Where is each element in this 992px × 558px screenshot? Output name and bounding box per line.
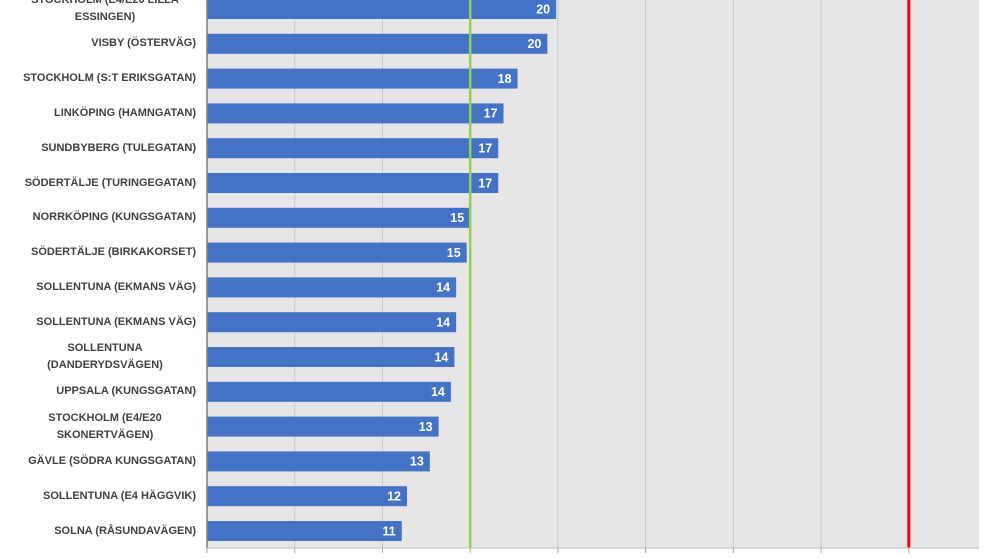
y-tick-label: NORRKÖPING (KUNGSGATAN) [8, 201, 196, 235]
y-tick-label: SÖDERTÄLJE (BIRKAKORSET) [8, 236, 196, 270]
y-tick-label: VISBY (ÖSTERVÄG) [8, 27, 196, 61]
y-tick-label: LINKÖPING (HAMNGATAN) [8, 96, 196, 130]
value-label: 20 [527, 37, 541, 51]
category-text: SÖDERTÄLJE (TURINGEGATAN) [24, 176, 196, 189]
value-label: 15 [447, 246, 461, 260]
y-tick-label: STOCKHOLM (E4/E20 SKONERTVÄGEN) [8, 410, 196, 444]
bar [207, 521, 402, 541]
bar [207, 312, 457, 333]
bar [207, 207, 471, 228]
category-text: UPPSALA (KUNGSGATAN) [56, 385, 196, 398]
bar [207, 381, 451, 402]
bar [207, 103, 504, 124]
value-label: 13 [419, 420, 433, 434]
bar [207, 0, 557, 19]
bar [207, 138, 499, 159]
value-label: 17 [484, 107, 498, 121]
bar [207, 33, 548, 54]
bar [207, 277, 457, 298]
value-label: 13 [410, 455, 424, 469]
category-text: GÄVLE (SÖDRA KUNGSGATAN) [28, 454, 196, 467]
value-label: 14 [431, 385, 445, 399]
category-text: NORRKÖPING (KUNGSGATAN) [32, 211, 196, 224]
bar [207, 242, 467, 263]
category-text: STOCKHOLM (E4/E20 LILLA ESSINGEN) [31, 0, 179, 23]
value-label: 14 [434, 350, 448, 364]
y-tick-label: STOCKHOLM (E4/E20 LILLA ESSINGEN) [8, 0, 196, 26]
y-tick-label: UPPSALA (KUNGSGATAN) [8, 375, 196, 409]
y-tick-label: GÄVLE (SÖDRA KUNGSGATAN) [8, 444, 196, 478]
category-text: SÖDERTÄLJE (BIRKAKORSET) [30, 246, 196, 259]
value-label: 12 [387, 489, 401, 503]
value-label: 14 [436, 315, 450, 329]
y-tick-label: SÖDERTÄLJE (TURINGEGATAN) [8, 166, 196, 200]
category-text: LINKÖPING (HAMNGATAN) [54, 106, 196, 119]
value-label: 15 [450, 211, 464, 225]
category-text: STOCKHOLM (S:T ERIKSGATAN) [23, 72, 196, 85]
bar [207, 451, 430, 472]
y-tick-label: SOLLENTUNA (E4 HÄGGVIK) [8, 479, 196, 513]
y-tick-label: STOCKHOLM (S:T ERIKSGATAN) [8, 62, 196, 96]
bar [207, 347, 455, 367]
category-text: VISBY (ÖSTERVÄG) [91, 37, 196, 50]
bar [207, 173, 499, 193]
bar [207, 486, 408, 507]
category-text: SOLLENTUNA (DANDERYDSVÄGEN) [47, 342, 163, 371]
value-label: 11 [383, 524, 396, 538]
y-tick-label: SOLLENTUNA (EKMANS VÄG) [8, 270, 196, 304]
bar [207, 416, 439, 437]
y-tick-label: SOLLENTUNA (DANDERYDSVÄGEN) [8, 340, 196, 374]
value-label: 18 [498, 72, 512, 86]
category-text: SOLLENTUNA (EKMANS VÄG) [36, 280, 196, 293]
value-label: 20 [536, 2, 550, 16]
y-tick-label: SOLNA (RÅSUNDAVÄGEN) [8, 514, 196, 548]
category-text: STOCKHOLM (E4/E20 SKONERTVÄGEN) [48, 411, 162, 441]
category-text: SUNDBYBERG (TULEGATAN) [41, 141, 196, 154]
value-label: 17 [478, 176, 492, 190]
category-text: SOLLENTUNA (E4 HÄGGVIK) [43, 489, 196, 502]
value-label: 14 [436, 281, 450, 295]
value-label: 17 [478, 141, 492, 155]
y-tick-label: SUNDBYBERG (TULEGATAN) [8, 131, 196, 165]
category-text: SOLNA (RÅSUNDAVÄGEN) [54, 524, 196, 537]
bar [207, 68, 518, 89]
y-tick-label: SOLLENTUNA (EKMANS VÄG) [8, 305, 196, 339]
category-text: SOLLENTUNA (EKMANS VÄG) [36, 315, 196, 328]
